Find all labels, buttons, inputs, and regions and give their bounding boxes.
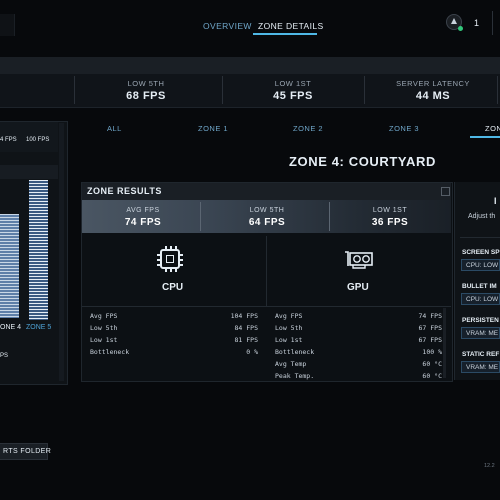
- setting-static-reflections-select[interactable]: VRAM: ME: [461, 361, 500, 373]
- zone-results-header: [82, 183, 451, 200]
- table-divider: [82, 306, 451, 307]
- summary-low1-value: 36 FPS: [371, 217, 409, 228]
- summary-low5-value: 64 FPS: [248, 217, 286, 228]
- settings-panel-title: I: [494, 196, 497, 206]
- setting-screen-space-label: SCREEN SP: [462, 249, 500, 256]
- summary-divider: [329, 202, 330, 231]
- open-reports-folder-button[interactable]: RTS FOLDER: [0, 443, 52, 460]
- setting-screen-space-select[interactable]: CPU: LOW: [461, 259, 500, 271]
- setting-static-reflections-label: STATIC REF: [462, 351, 500, 358]
- gpu-avg-temp-key: Avg Temp: [275, 360, 307, 368]
- tab-zone-4[interactable]: ZONE: [485, 124, 500, 133]
- setting-persistent-label: PERSISTEN: [462, 317, 499, 324]
- hw-divider: [266, 236, 267, 306]
- chart-fps-label: PS: [0, 353, 9, 359]
- stats-divider: [222, 76, 223, 104]
- tab-zone-2[interactable]: ZONE 2: [293, 124, 324, 133]
- gpu-label: GPU: [347, 282, 369, 293]
- status-dot-icon: [458, 26, 463, 31]
- tab-zone-details[interactable]: ZONE DETAILS: [258, 21, 324, 31]
- gpu-low1-value: 67 FPS: [418, 336, 442, 344]
- chart-fps-label: 4 FPS: [0, 137, 17, 143]
- cpu-low1-key: Low 1st: [90, 336, 118, 344]
- zone-title: ZONE 4: COURTYARD: [289, 154, 436, 169]
- cpu-low5-value: 84 FPS: [234, 324, 258, 332]
- setting-value: VRAM: ME: [466, 364, 499, 371]
- gpu-low5-value: 67 FPS: [418, 324, 442, 332]
- gpu-low1-key: Low 1st: [275, 336, 303, 344]
- gpu-bottleneck-key: Bottleneck: [275, 348, 315, 356]
- gpu-avg-value: 74 FPS: [418, 312, 442, 320]
- cpu-low1-value: 81 FPS: [234, 336, 258, 344]
- device-count: 1: [474, 18, 480, 28]
- gpu-avg-temp-value: 60 °C: [422, 360, 442, 368]
- tab-zone-all[interactable]: ALL: [107, 124, 122, 133]
- settings-panel: [454, 182, 500, 380]
- stats-bar: [0, 74, 500, 108]
- zone-summary-row: [82, 200, 451, 233]
- summary-divider: [200, 202, 201, 231]
- stats-header-band: [0, 57, 500, 74]
- gpu-avg-key: Avg FPS: [275, 312, 303, 320]
- stat-low1-label: LOW 1ST: [274, 79, 312, 88]
- summary-low5-label: LOW 5TH: [249, 207, 285, 214]
- cpu-label: CPU: [162, 282, 184, 293]
- app-logo-fragment: [0, 14, 15, 36]
- cpu-bottleneck-key: Bottleneck: [90, 348, 130, 356]
- setting-bullet-impacts-label: BULLET IM: [462, 283, 497, 290]
- zone-title-prefix: ZONE 4:: [289, 154, 345, 169]
- stats-divider: [497, 76, 498, 104]
- scrollbar[interactable]: [59, 123, 64, 381]
- settings-panel-subtitle: Adjust th: [468, 213, 496, 220]
- gpu-bottleneck-value: 100 %: [422, 348, 442, 356]
- version-label: 12.2: [484, 463, 495, 469]
- tab-zone-1[interactable]: ZONE 1: [198, 124, 229, 133]
- zone-chart-header: [0, 122, 58, 152]
- zone-4-bar[interactable]: [0, 214, 19, 318]
- zone-chart-band: [0, 165, 58, 179]
- stat-latency-value: 44 MS: [415, 90, 451, 102]
- setting-bullet-impacts-select[interactable]: CPU: LOW: [461, 293, 500, 305]
- stats-divider: [364, 76, 365, 104]
- zone-5-label[interactable]: ZONE 5: [26, 324, 52, 331]
- gpu-peak-temp-value: 60 °C: [422, 372, 442, 380]
- cpu-avg-key: Avg FPS: [90, 312, 118, 320]
- stat-latency-label: SERVER LATENCY: [396, 79, 470, 88]
- top-navigation: [0, 0, 500, 48]
- chart-fps-label: 100 FPS: [26, 137, 50, 143]
- cpu-bottleneck-value: 0 %: [246, 348, 258, 356]
- settings-divider: [460, 237, 500, 238]
- setting-value: VRAM: ME: [466, 330, 499, 337]
- cpu-chip-icon: [157, 246, 183, 272]
- gpu-low5-key: Low 5th: [275, 324, 303, 332]
- summary-avg-value: 74 FPS: [124, 217, 162, 228]
- zone-5-bar[interactable]: [29, 180, 48, 320]
- setting-value: CPU: LOW: [466, 296, 499, 303]
- stats-divider: [74, 76, 75, 104]
- zone-4-label[interactable]: ONE 4: [0, 324, 22, 331]
- zone-title-name: COURTYARD: [348, 154, 436, 169]
- gpu-card-icon: [345, 251, 373, 269]
- setting-value: CPU: LOW: [466, 262, 499, 269]
- stat-low1-value: 45 FPS: [273, 90, 313, 102]
- expand-icon[interactable]: [441, 187, 450, 196]
- stat-low5-value: 68 FPS: [126, 90, 166, 102]
- tab-overview[interactable]: OVERVIEW: [203, 21, 252, 31]
- folder-button-label: RTS FOLDER: [3, 448, 52, 455]
- stat-low5-label: LOW 5TH: [127, 79, 165, 88]
- active-tab-indicator: [253, 33, 317, 35]
- header-divider: [492, 11, 493, 35]
- zone-results-title: ZONE RESULTS: [87, 186, 162, 196]
- cpu-low5-key: Low 5th: [90, 324, 118, 332]
- summary-avg-label: AVG FPS: [126, 207, 160, 214]
- cpu-avg-value: 104 FPS: [230, 312, 258, 320]
- tab-zone-3[interactable]: ZONE 3: [389, 124, 420, 133]
- gpu-peak-temp-key: Peak Temp.: [275, 372, 315, 380]
- setting-persistent-select[interactable]: VRAM: ME: [461, 327, 500, 339]
- active-zone-indicator: [470, 136, 500, 138]
- summary-low1-label: LOW 1ST: [372, 207, 408, 214]
- scrollbar[interactable]: [443, 308, 446, 378]
